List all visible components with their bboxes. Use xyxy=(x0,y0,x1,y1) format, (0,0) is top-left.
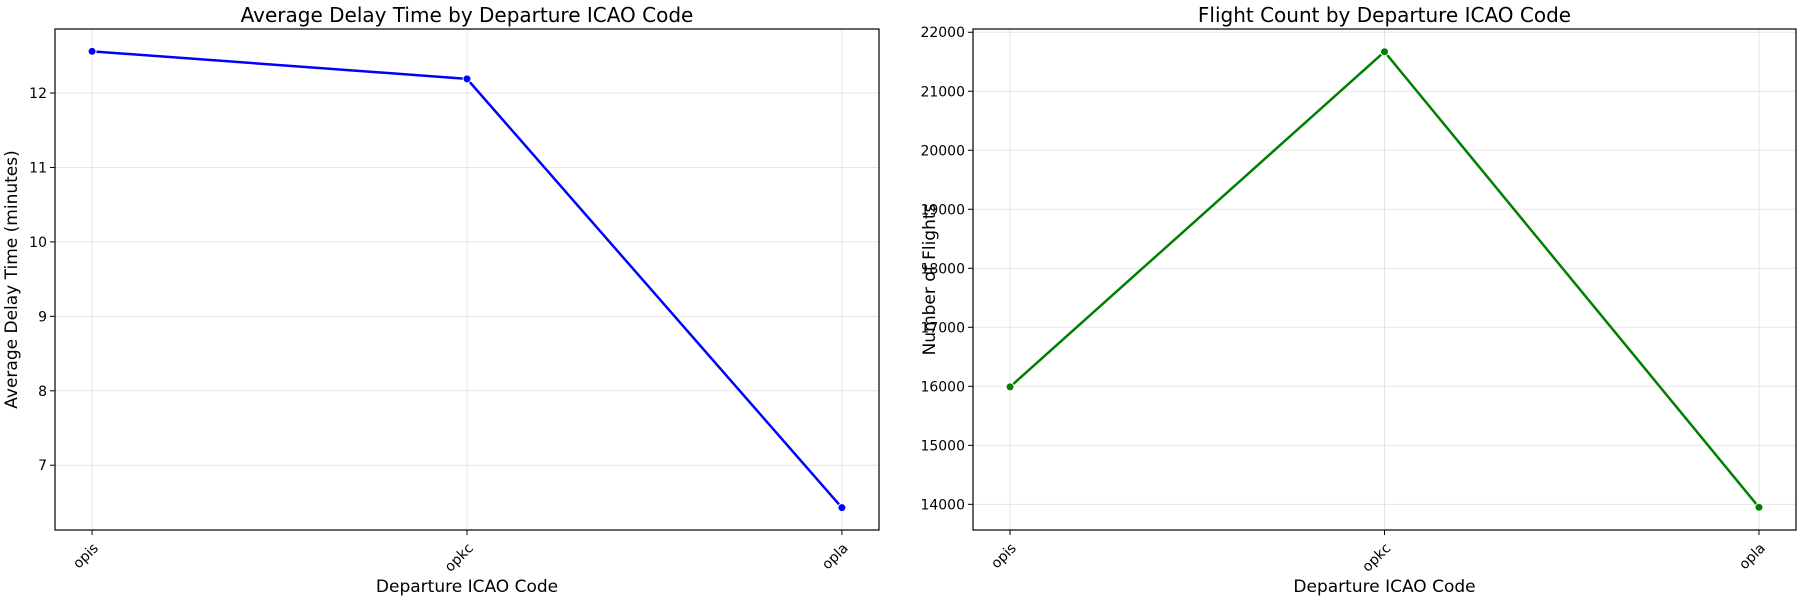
y-tick-label: 18000 xyxy=(920,261,965,277)
y-tick-label: 10 xyxy=(29,235,47,251)
y-tick-label: 14000 xyxy=(920,497,965,513)
y-tick-label: 15000 xyxy=(920,438,965,454)
data-point xyxy=(1005,382,1015,392)
x-tick-label: opis xyxy=(70,540,102,572)
x-tick-label: opkc xyxy=(442,540,477,575)
chart-title: Flight Count by Departure ICAO Code xyxy=(1198,3,1571,27)
x-tick-label: opla xyxy=(1736,540,1768,572)
x-tick-label: opkc xyxy=(1359,540,1394,575)
x-axis-label: Departure ICAO Code xyxy=(1293,577,1475,597)
y-tick-label: 11 xyxy=(29,160,47,176)
chart-title: Average Delay Time by Departure ICAO Cod… xyxy=(241,3,694,27)
data-point xyxy=(1380,47,1389,57)
y-tick-label: 22000 xyxy=(920,25,965,41)
data-point xyxy=(87,46,97,56)
y-tick-label: 20000 xyxy=(920,143,965,159)
y-axis-label: Number of Flights xyxy=(920,203,940,355)
delay-chart: 7 8 9 10 11 12 opis opkc opla Average Delay Time … xyxy=(2,3,880,597)
x-axis-label: Departure ICAO Code xyxy=(376,577,558,597)
y-tick-label: 16000 xyxy=(920,379,965,395)
data-point xyxy=(462,74,472,84)
y-tick-label: 7 xyxy=(38,458,47,474)
y-tick-label: 12 xyxy=(29,86,47,102)
flight-count-chart: 14000 15000 16000 17000 18000 19000 20000 21000… xyxy=(920,3,1797,597)
y-axis-label: Average Delay Time (minutes) xyxy=(2,150,22,408)
y-tick-label: 17000 xyxy=(920,320,965,336)
x-tick-label: opis xyxy=(988,540,1020,572)
y-tick-label: 19000 xyxy=(920,202,965,218)
y-tick-label: 9 xyxy=(38,309,47,325)
y-tick-label: 8 xyxy=(38,384,47,400)
y-tick-label: 21000 xyxy=(920,84,965,100)
x-tick-label: opla xyxy=(819,540,851,572)
data-point xyxy=(837,503,847,513)
data-point xyxy=(1754,502,1764,512)
